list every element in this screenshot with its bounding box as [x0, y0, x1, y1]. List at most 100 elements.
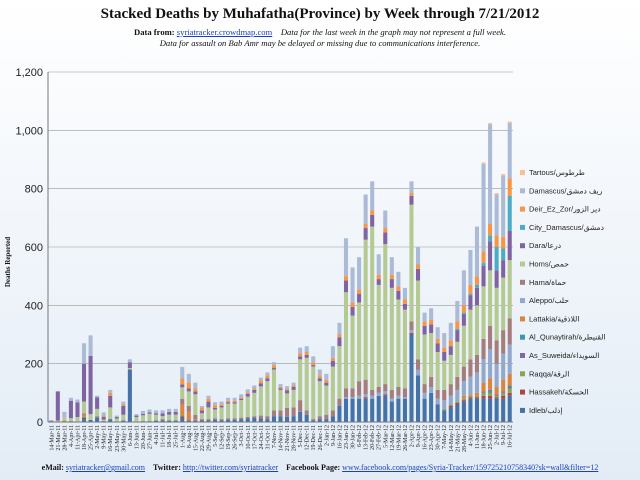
bar-segment — [278, 416, 283, 422]
bar-segment — [416, 375, 421, 422]
bar-segment — [389, 274, 394, 280]
bar-segment — [167, 408, 172, 412]
x-tick-label: 7-Nov-11 — [272, 425, 278, 448]
bar-segment — [330, 357, 335, 361]
bar-segment — [324, 379, 329, 383]
data-source-link[interactable]: syriatracker.crowdmap.com — [176, 27, 273, 37]
bar-segment — [396, 387, 401, 396]
bar-segment — [265, 419, 270, 422]
bar-segment — [461, 312, 466, 315]
legend-swatch — [520, 206, 525, 212]
bar-segment — [317, 419, 322, 422]
bar-segment — [363, 223, 368, 229]
bar-segment — [337, 334, 342, 338]
bar-segment — [494, 270, 499, 288]
bar-segment — [461, 398, 466, 401]
bar-segment — [422, 325, 427, 335]
bar-segment — [488, 391, 493, 393]
bar-segment — [199, 405, 204, 408]
bar-segment — [317, 381, 322, 417]
bar-segment — [488, 223, 493, 236]
bar-segment — [311, 419, 316, 421]
bar-segment — [147, 412, 152, 414]
bar-segment — [245, 418, 250, 422]
bar-segment — [75, 402, 80, 418]
bar-segment — [193, 382, 198, 389]
bar-segment — [193, 420, 198, 422]
bar-segment — [343, 238, 349, 277]
x-tick-label: 16-May-11 — [108, 425, 114, 452]
bar-segment — [49, 420, 54, 422]
bar-segment — [455, 330, 460, 342]
bar-segment — [265, 378, 270, 382]
bar-segment — [271, 362, 276, 366]
bar-segment — [147, 413, 152, 422]
bar-segment — [435, 343, 440, 352]
x-tick-label: 9-Jan-12 — [331, 425, 337, 446]
x-tick-label: 5-Dec-11 — [298, 425, 304, 447]
x-tick-label: 17-Oct-11 — [252, 425, 258, 449]
bar-segment — [55, 420, 60, 422]
bar-segment — [455, 376, 460, 390]
bar-segment — [232, 418, 237, 420]
x-tick-label: 23-May-11 — [115, 425, 121, 452]
x-tick-label: 2-Jul-12 — [495, 425, 501, 445]
bar-segment — [488, 270, 493, 326]
bar-segment — [468, 395, 473, 398]
bar-segment — [422, 384, 427, 393]
x-tick-label: 12-Mar-12 — [390, 425, 396, 451]
bar-segment — [226, 397, 231, 401]
bar-segment — [304, 357, 309, 411]
bar-segment — [435, 389, 440, 399]
bar-segment — [402, 398, 407, 422]
bar-segment — [343, 397, 349, 399]
bar-segment — [389, 257, 394, 275]
note-bab-amr: Data for assault on Bab Amr may be delay… — [159, 38, 481, 48]
bar-segment — [350, 267, 355, 303]
bar-segment — [481, 251, 486, 264]
bar-segment — [448, 322, 453, 341]
bar-segment — [357, 398, 362, 422]
bar-segment — [402, 299, 407, 304]
bar-segment — [501, 391, 506, 393]
y-tick-label: 0 — [37, 417, 43, 429]
bar-segment — [363, 194, 368, 224]
bar-segment — [121, 404, 126, 406]
x-tick-label: 20-Feb-12 — [370, 425, 376, 450]
bar-segment — [88, 414, 93, 420]
bar-segment — [212, 402, 218, 406]
bar-segment — [455, 328, 460, 331]
bar-segment — [219, 401, 224, 405]
bar-segment — [494, 394, 499, 396]
bar-segment — [337, 346, 342, 399]
bar-segment — [258, 383, 263, 387]
bar-segment — [206, 395, 211, 399]
y-axis-label: Deaths Reported — [4, 237, 12, 287]
bar-segment — [160, 410, 165, 414]
bar-segment — [396, 398, 401, 422]
bar-segment — [350, 388, 355, 398]
bar-segment — [154, 420, 159, 422]
bar-segment — [461, 400, 466, 402]
legend-label: Lattakia/اللاذقية — [529, 314, 579, 323]
bar-segment — [199, 410, 204, 414]
x-tick-label: 26-Mar-12 — [403, 425, 409, 451]
bar-segment — [429, 376, 434, 387]
email-link[interactable]: syriatracker@gmail.com — [65, 463, 146, 472]
x-tick-label: 25-Jul-11 — [174, 425, 180, 448]
x-tick-label: 4-Apr-11 — [69, 425, 75, 447]
bar-segment — [258, 415, 263, 419]
bar-segment — [252, 389, 257, 393]
bar-segment — [409, 333, 414, 335]
bar-segment — [298, 359, 303, 401]
facebook-link[interactable]: www.facebook.com/pages/Syria-Tracker/159… — [342, 463, 599, 472]
twitter-link[interactable]: http://twitter.com/syriatracker — [182, 463, 279, 472]
bar-segment — [81, 363, 87, 402]
legend-label: Aleppo/حلب — [529, 296, 569, 305]
bar-segment — [416, 359, 421, 370]
bar-segment — [435, 352, 440, 390]
x-tick-label: 7-May-12 — [442, 425, 448, 449]
bar-segment — [206, 401, 211, 408]
x-tick-label: 6-Jun-11 — [128, 425, 134, 446]
bar-segment — [134, 417, 139, 422]
